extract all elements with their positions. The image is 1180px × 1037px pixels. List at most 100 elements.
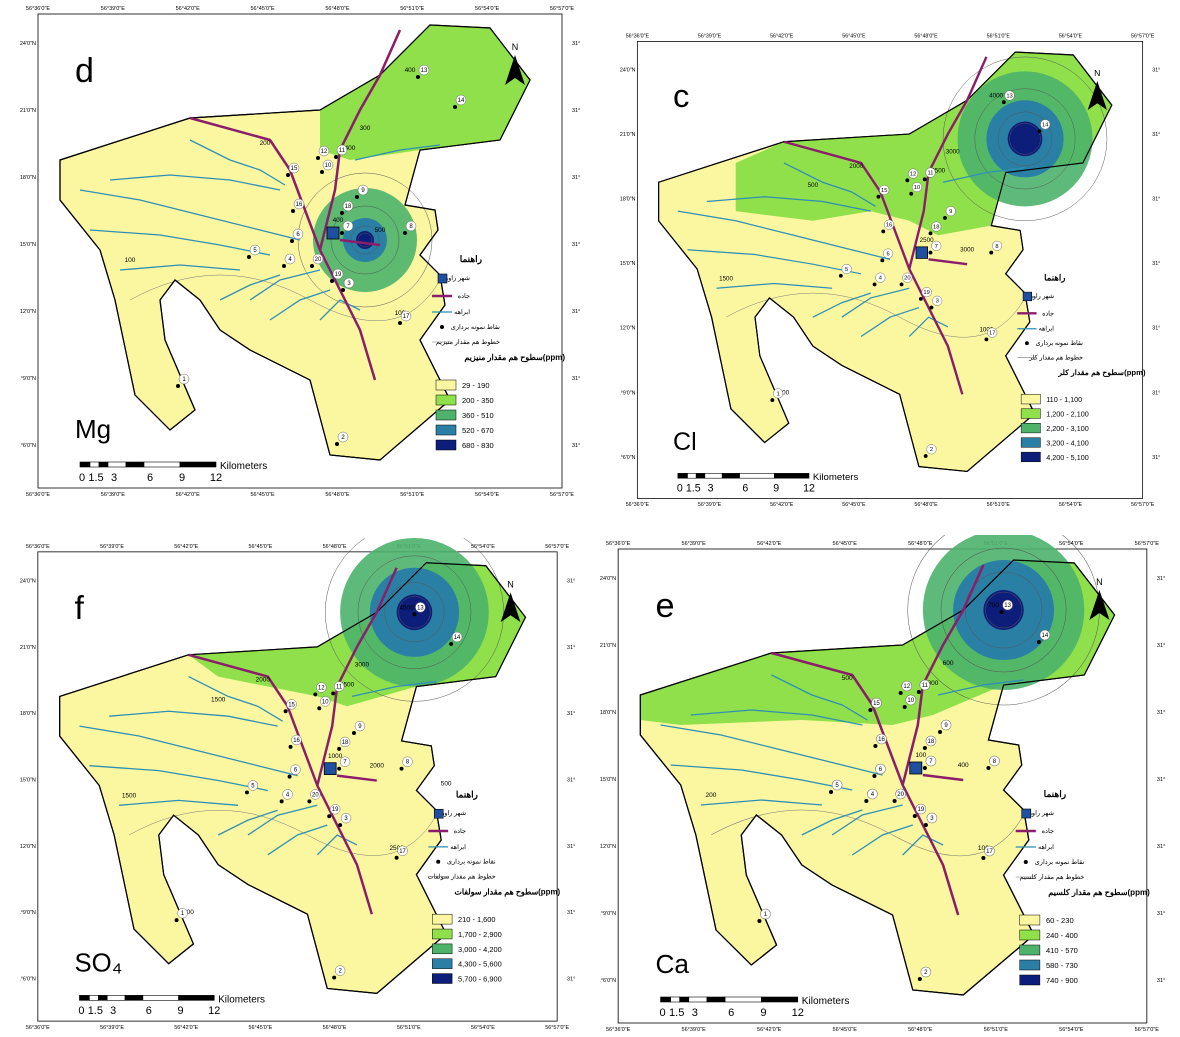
lat-label: 31°6'0"N [567, 977, 575, 983]
legend-city [438, 274, 447, 283]
panel-letter: f [75, 590, 85, 627]
sample-label: 17 [403, 314, 410, 320]
lon-label: 56°39'0"E [100, 544, 124, 550]
sample-point [839, 274, 843, 278]
legend-class: 1,200 - 2,100 [1046, 409, 1089, 418]
sample-point [877, 195, 881, 199]
legend-swatch [1021, 423, 1040, 433]
lat-label: 31°21'0"N [567, 645, 575, 651]
legend-item: شهر راور [1028, 809, 1055, 817]
lon-label: 56°39'0"E [101, 6, 125, 12]
lat-label: 31°9'0"N [1152, 390, 1160, 396]
contour-label: 600 [943, 660, 954, 667]
sample-point [985, 337, 989, 341]
sample-label: 20 [904, 276, 910, 282]
scale-label: 9 [773, 483, 779, 495]
sample-label: 11 [339, 148, 346, 154]
panel-letter: d [75, 52, 94, 90]
lat-label: 31°6'0"N [620, 455, 636, 461]
sample-label: 18 [928, 739, 935, 745]
legend-point [1024, 860, 1028, 864]
sample-point [337, 747, 341, 751]
legend-class: 360 - 510 [462, 411, 494, 420]
legend-class: 2,200 - 3,100 [1046, 424, 1089, 433]
lon-label: 56°57'0"E [1131, 34, 1155, 40]
sample-label: 7 [343, 760, 346, 766]
sample-point [923, 766, 927, 770]
scale-label: 3 [110, 1005, 116, 1017]
sample-point [453, 105, 457, 109]
contour-label: 700 [988, 602, 999, 609]
sample-point [340, 211, 344, 215]
scale-segment [705, 473, 722, 478]
sample-point [280, 799, 284, 803]
sample-point [770, 398, 774, 402]
lat-label: 31°18'0"N [20, 175, 36, 181]
legend-class: 60 - 230 [1046, 916, 1074, 925]
lon-label: 56°51'0"E [400, 492, 424, 498]
legend-class: 4,200 - 5,100 [1046, 453, 1089, 462]
lat-label: 31°9'0"N [620, 390, 636, 396]
legend-swatch [432, 914, 452, 924]
city [324, 763, 336, 775]
sample-point [338, 823, 342, 827]
scale-segment [80, 462, 90, 467]
sample-label: 12 [321, 149, 328, 155]
legend-class: 1,700 - 2,900 [458, 930, 502, 939]
legend-title: سطوح هم مقدار سولفات(ppm) [454, 887, 560, 897]
legend-swatch [1020, 975, 1040, 985]
lon-label: 56°45'0"E [842, 502, 866, 508]
sample-label: 16 [886, 223, 892, 229]
sample-point [412, 612, 416, 616]
legend-class: 520 - 670 [462, 426, 494, 435]
sample-label: 10 [914, 185, 920, 191]
lat-label: 31°21'0"N [20, 108, 36, 114]
contour-label: 3000 [960, 247, 974, 254]
lon-label: 56°54'0"E [475, 6, 499, 12]
scale-segment [126, 462, 144, 467]
lat-label: 31°9'0"N [1157, 911, 1165, 917]
sample-label: 11 [928, 171, 934, 177]
scale-unit: Kilometers [220, 461, 267, 472]
scale-segment [179, 995, 215, 1000]
sample-label: 1 [777, 391, 780, 397]
sample-point [989, 251, 993, 255]
lon-label: 56°39'0"E [682, 541, 707, 547]
sample-point [286, 173, 290, 177]
scale-label: 6 [147, 472, 153, 484]
scale-label: 1.5 [686, 483, 701, 495]
lat-label: 31°21'0"N [600, 643, 616, 649]
scale-segment [107, 995, 125, 1000]
sample-label: 16 [878, 737, 885, 743]
sample-label: 19 [335, 272, 342, 278]
contour-label: 500 [808, 182, 819, 189]
sample-label: 15 [881, 188, 887, 194]
sample-point [307, 799, 311, 803]
sample-point [395, 856, 399, 860]
sample-label: 2 [930, 447, 933, 453]
lat-label: 31°24'0"N [1152, 67, 1160, 73]
lat-label: 31°15'0"N [572, 242, 580, 248]
lon-label: 56°48'0"E [323, 544, 347, 550]
legend-item: نقاط نمونه برداری [1035, 858, 1085, 866]
legend-item: شهر راور [1029, 293, 1054, 300]
contour-label: 100 [915, 752, 926, 759]
sample-point [881, 229, 885, 233]
legend-class: 410 - 570 [1046, 946, 1078, 955]
scale-label: 12 [803, 483, 815, 495]
north-label: N [1094, 68, 1100, 78]
legend-item: خطوط هم مقدار سولفات [427, 874, 495, 881]
north-label: N [1096, 577, 1103, 587]
zone [983, 590, 1023, 630]
zone [356, 231, 374, 249]
legend-swatch [1021, 452, 1040, 462]
sample-point [352, 731, 356, 735]
sample-label: 12 [910, 171, 916, 177]
sample-label: 18 [345, 204, 352, 210]
legend-swatch [436, 380, 456, 390]
sample-point [291, 209, 295, 213]
sample-label: 16 [293, 738, 300, 744]
lon-label: 56°48'0"E [914, 34, 938, 40]
legend-class: 680 - 830 [462, 441, 494, 450]
lat-label: 31°21'0"N [620, 132, 636, 138]
